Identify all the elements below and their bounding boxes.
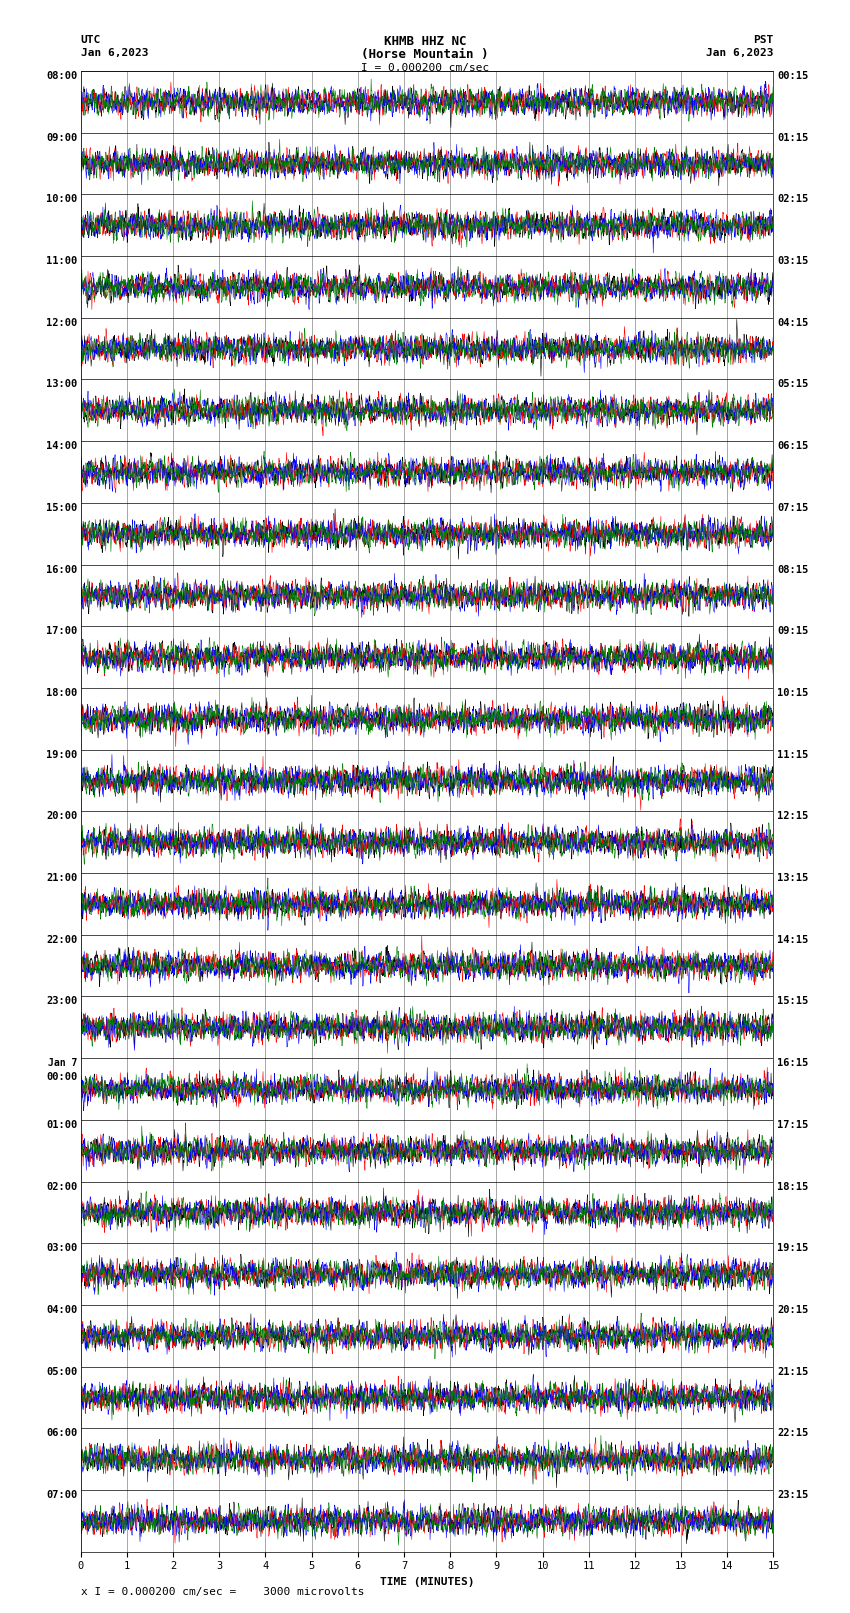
Text: (Horse Mountain ): (Horse Mountain ): [361, 48, 489, 61]
Text: x I = 0.000200 cm/sec =    3000 microvolts: x I = 0.000200 cm/sec = 3000 microvolts: [81, 1587, 365, 1597]
Text: 22:15: 22:15: [777, 1429, 808, 1439]
Text: 18:15: 18:15: [777, 1181, 808, 1192]
Text: 09:15: 09:15: [777, 626, 808, 636]
Text: 16:00: 16:00: [46, 565, 77, 574]
Text: 00:00: 00:00: [46, 1071, 77, 1082]
Text: 14:00: 14:00: [46, 442, 77, 452]
Text: 05:15: 05:15: [777, 379, 808, 389]
Text: 11:00: 11:00: [46, 256, 77, 266]
Text: 04:00: 04:00: [46, 1305, 77, 1315]
Text: 17:15: 17:15: [777, 1119, 808, 1129]
Text: 04:15: 04:15: [777, 318, 808, 327]
Text: 09:00: 09:00: [46, 132, 77, 142]
Text: 10:15: 10:15: [777, 689, 808, 698]
Text: 19:00: 19:00: [46, 750, 77, 760]
Text: 13:15: 13:15: [777, 873, 808, 882]
Text: 12:00: 12:00: [46, 318, 77, 327]
Text: 05:00: 05:00: [46, 1366, 77, 1376]
Text: 03:15: 03:15: [777, 256, 808, 266]
Text: 19:15: 19:15: [777, 1244, 808, 1253]
Text: 00:15: 00:15: [777, 71, 808, 81]
Text: 12:15: 12:15: [777, 811, 808, 821]
Text: 14:15: 14:15: [777, 936, 808, 945]
Text: 20:00: 20:00: [46, 811, 77, 821]
Text: 06:15: 06:15: [777, 442, 808, 452]
Text: 06:00: 06:00: [46, 1429, 77, 1439]
Text: Jan 7: Jan 7: [48, 1058, 77, 1068]
Text: 10:00: 10:00: [46, 194, 77, 205]
Text: PST: PST: [753, 35, 774, 45]
Text: Jan 6,2023: Jan 6,2023: [81, 48, 148, 58]
Text: 08:15: 08:15: [777, 565, 808, 574]
Text: 15:00: 15:00: [46, 503, 77, 513]
Text: UTC: UTC: [81, 35, 101, 45]
Text: 17:00: 17:00: [46, 626, 77, 636]
Text: 07:00: 07:00: [46, 1490, 77, 1500]
Text: 21:00: 21:00: [46, 873, 77, 882]
Text: 23:15: 23:15: [777, 1490, 808, 1500]
Text: 01:15: 01:15: [777, 132, 808, 142]
X-axis label: TIME (MINUTES): TIME (MINUTES): [380, 1578, 474, 1587]
Text: 03:00: 03:00: [46, 1244, 77, 1253]
Text: Jan 6,2023: Jan 6,2023: [706, 48, 774, 58]
Text: 11:15: 11:15: [777, 750, 808, 760]
Text: 01:00: 01:00: [46, 1119, 77, 1129]
Text: 02:15: 02:15: [777, 194, 808, 205]
Text: 18:00: 18:00: [46, 689, 77, 698]
Text: 08:00: 08:00: [46, 71, 77, 81]
Text: 20:15: 20:15: [777, 1305, 808, 1315]
Text: 13:00: 13:00: [46, 379, 77, 389]
Text: 23:00: 23:00: [46, 997, 77, 1007]
Text: 22:00: 22:00: [46, 936, 77, 945]
Text: 16:15: 16:15: [777, 1058, 808, 1068]
Text: I = 0.000200 cm/sec: I = 0.000200 cm/sec: [361, 63, 489, 73]
Text: 07:15: 07:15: [777, 503, 808, 513]
Text: 15:15: 15:15: [777, 997, 808, 1007]
Text: KHMB HHZ NC: KHMB HHZ NC: [383, 35, 467, 48]
Text: 21:15: 21:15: [777, 1366, 808, 1376]
Text: 02:00: 02:00: [46, 1181, 77, 1192]
